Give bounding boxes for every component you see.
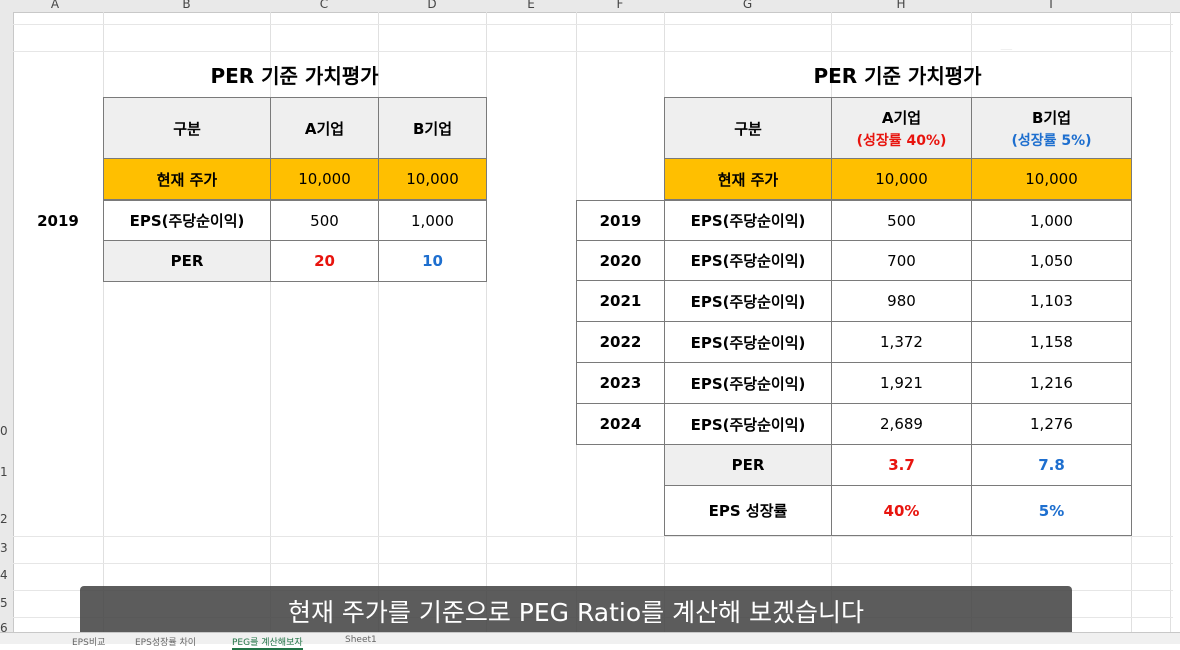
right-header-b-growth: (성장률 5%) xyxy=(1011,132,1092,149)
right-eps-label[interactable]: EPS(주당순이익) xyxy=(664,321,832,363)
right-header-b-name: B기업 xyxy=(1031,108,1072,127)
row-header-bar xyxy=(0,12,14,643)
right-table-title: PER 기준 가치평가 xyxy=(813,63,982,88)
right-eps-a[interactable]: 980 xyxy=(831,280,972,322)
right-year-cell[interactable]: 2024 xyxy=(576,403,665,445)
column-header-bar xyxy=(0,0,1180,13)
gridline xyxy=(1170,12,1171,632)
right-year-cell[interactable]: 2023 xyxy=(576,362,665,404)
column-header-g[interactable]: G xyxy=(742,0,753,11)
gridline xyxy=(270,12,271,632)
left-eps-label[interactable]: EPS(주당순이익) xyxy=(103,200,271,241)
right-eps-label[interactable]: EPS(주당순이익) xyxy=(664,280,832,322)
row-header-11[interactable]: 1 xyxy=(0,465,8,479)
row-header-15[interactable]: 5 xyxy=(0,596,8,610)
left-header-label[interactable]: 구분 xyxy=(103,97,271,159)
left-eps-b[interactable]: 1,000 xyxy=(378,200,487,241)
sheet-tab[interactable]: EPS비교 xyxy=(72,638,106,648)
right-header-a-name: A기업 xyxy=(881,108,922,127)
row-header-16[interactable]: 6 xyxy=(0,621,8,635)
left-per-b[interactable]: 10 xyxy=(378,240,487,282)
left-per-label[interactable]: PER xyxy=(103,240,271,282)
gridline xyxy=(103,12,104,632)
right-eps-a[interactable]: 700 xyxy=(831,240,972,281)
right-header-a[interactable]: A기업 (성장률 40%) xyxy=(831,97,972,159)
gridline xyxy=(378,12,379,632)
right-year-cell[interactable]: 2021 xyxy=(576,280,665,322)
left-table-title: PER 기준 가치평가 xyxy=(210,63,379,88)
column-header-c[interactable]: C xyxy=(319,0,329,11)
row-header-13[interactable]: 3 xyxy=(0,541,8,555)
column-header-a[interactable]: A xyxy=(50,0,60,11)
gridline xyxy=(13,51,1173,52)
right-eps-b[interactable]: 1,158 xyxy=(971,321,1132,363)
right-header-b[interactable]: B기업 (성장률 5%) xyxy=(971,97,1132,159)
right-eps-b[interactable]: 1,000 xyxy=(971,200,1132,241)
left-price-label[interactable]: 현재 주가 xyxy=(103,158,271,200)
right-eps-b[interactable]: 1,103 xyxy=(971,280,1132,322)
right-eps-label[interactable]: EPS(주당순이익) xyxy=(664,240,832,281)
video-subtitle: 현재 주가를 기준으로 PEG Ratio를 계산해 보겠습니다 xyxy=(80,586,1072,636)
right-growth-label[interactable]: EPS 성장률 xyxy=(664,485,832,536)
sheet-tab[interactable]: Sheet1 xyxy=(345,635,377,645)
right-price-label[interactable]: 현재 주가 xyxy=(664,158,832,200)
right-price-a[interactable]: 10,000 xyxy=(831,158,972,200)
right-eps-a[interactable]: 2,689 xyxy=(831,403,972,445)
right-per-a[interactable]: 3.7 xyxy=(831,444,972,486)
right-header-label[interactable]: 구분 xyxy=(664,97,832,159)
column-header-b[interactable]: B xyxy=(182,0,191,11)
sheet-tab[interactable]: EPS성장률 차이 xyxy=(135,638,197,648)
gridline xyxy=(486,12,487,632)
left-price-b[interactable]: 10,000 xyxy=(378,158,487,200)
right-per-label[interactable]: PER xyxy=(664,444,832,486)
right-eps-a[interactable]: 1,921 xyxy=(831,362,972,404)
row-header-14[interactable]: 4 xyxy=(0,568,8,582)
watermark: ㅡ xyxy=(1000,43,1013,59)
right-eps-label[interactable]: EPS(주당순이익) xyxy=(664,200,832,241)
right-price-b[interactable]: 10,000 xyxy=(971,158,1132,200)
gridline xyxy=(13,24,1173,25)
column-header-h[interactable]: H xyxy=(896,0,906,11)
right-eps-b[interactable]: 1,216 xyxy=(971,362,1132,404)
left-header-a[interactable]: A기업 xyxy=(270,97,379,159)
left-year-cell[interactable]: 2019 xyxy=(37,211,79,230)
right-year-cell[interactable]: 2020 xyxy=(576,240,665,281)
right-header-a-growth: (성장률 40%) xyxy=(856,132,947,149)
right-growth-a[interactable]: 40% xyxy=(831,485,972,536)
right-eps-label[interactable]: EPS(주당순이익) xyxy=(664,362,832,404)
sheet-tab-bar: EPS비교 EPS성장률 차이 PEG를 계산해보자 Sheet1 xyxy=(0,632,1180,650)
column-header-f[interactable]: F xyxy=(616,0,624,11)
right-eps-a[interactable]: 1,372 xyxy=(831,321,972,363)
right-growth-b[interactable]: 5% xyxy=(971,485,1132,536)
right-year-cell[interactable]: 2022 xyxy=(576,321,665,363)
left-price-a[interactable]: 10,000 xyxy=(270,158,379,200)
left-header-b[interactable]: B기업 xyxy=(378,97,487,159)
left-eps-a[interactable]: 500 xyxy=(270,200,379,241)
gridline xyxy=(13,563,1173,564)
right-eps-label[interactable]: EPS(주당순이익) xyxy=(664,403,832,445)
row-header-10[interactable]: 0 xyxy=(0,424,8,438)
column-header-i[interactable]: I xyxy=(1049,0,1053,11)
column-header-e[interactable]: E xyxy=(527,0,535,11)
right-year-cell[interactable]: 2019 xyxy=(576,200,665,241)
row-header-12[interactable]: 2 xyxy=(0,512,8,526)
gridline xyxy=(13,536,1173,537)
left-per-a[interactable]: 20 xyxy=(270,240,379,282)
right-per-b[interactable]: 7.8 xyxy=(971,444,1132,486)
right-eps-b[interactable]: 1,276 xyxy=(971,403,1132,445)
right-eps-a[interactable]: 500 xyxy=(831,200,972,241)
column-header-d[interactable]: D xyxy=(427,0,437,11)
right-eps-b[interactable]: 1,050 xyxy=(971,240,1132,281)
